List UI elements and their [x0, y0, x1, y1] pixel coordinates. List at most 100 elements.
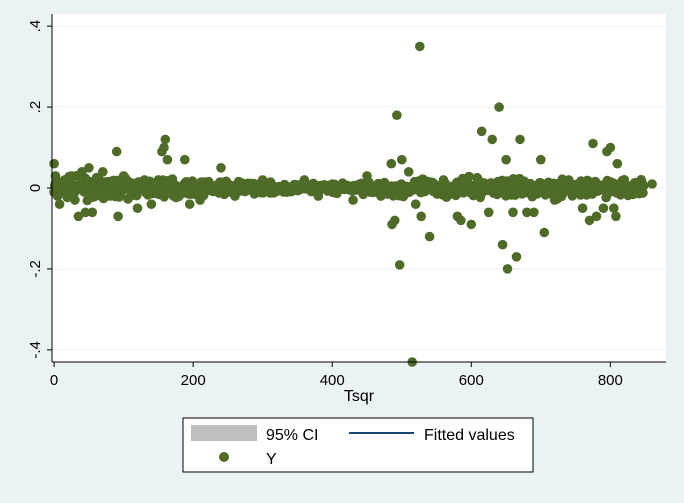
data-point: [598, 203, 609, 213]
data-point: [52, 191, 63, 201]
data-point: [327, 179, 338, 189]
x-axis-ticks: 0 200 400 600 800: [50, 362, 623, 389]
data-point: [424, 231, 435, 242]
data-point: [473, 175, 484, 185]
y-tick-label: .4: [27, 20, 44, 33]
data-point: [392, 110, 402, 120]
data-point: [180, 154, 190, 165]
x-tick-label: 0: [50, 372, 58, 389]
data-point: [502, 264, 513, 274]
data-point: [98, 167, 108, 177]
data-point: [403, 167, 414, 177]
data-point: [216, 163, 226, 173]
data-point: [195, 195, 205, 205]
data-point: [376, 191, 386, 201]
x-tick-label: 600: [459, 372, 484, 389]
data-point: [146, 199, 157, 209]
data-point: [397, 154, 407, 165]
data-point: [73, 211, 84, 222]
x-axis-title: Tsqr: [344, 388, 375, 405]
legend: 95% CI Fitted values Y: [182, 417, 534, 473]
data-point: [160, 134, 171, 145]
legend-swatch-ci: [191, 425, 257, 441]
data-point: [501, 154, 511, 165]
data-point: [348, 195, 358, 205]
y-tick-label: .2: [27, 101, 44, 114]
data-point: [230, 191, 240, 201]
data-point: [497, 239, 508, 250]
data-point: [139, 175, 150, 185]
data-point: [80, 207, 91, 218]
data-point: [299, 175, 310, 185]
legend-label-y: Y: [266, 451, 277, 468]
data-point: [362, 171, 372, 181]
data-point: [638, 188, 648, 198]
data-point: [515, 134, 525, 145]
data-point: [84, 163, 94, 173]
x-tick-label: 200: [181, 372, 206, 389]
y-tick-label: -.4: [27, 341, 44, 359]
data-point: [159, 142, 169, 153]
data-point: [394, 260, 405, 270]
data-point: [49, 158, 59, 169]
data-point: [605, 142, 616, 153]
data-point: [438, 175, 449, 185]
legend-label-ci: 95% CI: [266, 427, 318, 444]
data-point: [549, 195, 560, 205]
data-point: [111, 146, 122, 157]
data-point: [113, 211, 123, 222]
data-point: [511, 251, 522, 262]
data-point: [257, 175, 268, 185]
data-point: [577, 203, 588, 213]
x-tick-label: 400: [320, 372, 345, 389]
data-point: [494, 102, 504, 112]
data-point: [588, 138, 598, 149]
data-point: [410, 199, 421, 209]
y-tick-label: 0: [27, 184, 44, 192]
data-point: [647, 179, 657, 189]
data-point: [483, 207, 494, 218]
x-tick-label: 800: [598, 372, 623, 389]
data-point: [278, 187, 289, 197]
data-point: [584, 215, 595, 226]
data-point: [416, 211, 427, 222]
data-point: [529, 207, 539, 218]
data-point: [162, 154, 173, 165]
data-point: [70, 195, 80, 205]
data-point: [612, 158, 623, 169]
data-point: [563, 175, 574, 185]
data-point: [54, 199, 65, 209]
data-point: [611, 211, 621, 222]
data-point: [619, 175, 630, 185]
data-point: [464, 171, 474, 182]
data-point: [522, 207, 532, 218]
data-point: [539, 227, 550, 238]
data-points: [49, 41, 657, 367]
data-point: [476, 126, 487, 137]
data-point: [466, 219, 477, 230]
data-point: [50, 171, 61, 181]
y-tick-label: -.2: [27, 260, 44, 278]
data-point: [66, 171, 77, 181]
data-point: [456, 215, 466, 226]
data-point: [132, 203, 143, 213]
data-point: [118, 171, 129, 181]
data-point: [91, 191, 101, 201]
data-point: [386, 158, 397, 169]
data-point: [390, 215, 400, 226]
data-point: [536, 154, 546, 165]
y-axis-ticks: -.4 -.2 0 .2 .4: [27, 20, 52, 359]
data-point: [415, 41, 425, 52]
data-point: [167, 179, 178, 189]
data-point: [125, 191, 136, 201]
data-point: [87, 207, 98, 218]
data-point: [77, 167, 87, 177]
data-point: [313, 191, 324, 201]
legend-label-fitted: Fitted values: [424, 427, 515, 444]
data-point: [153, 175, 164, 185]
data-point: [59, 175, 70, 185]
data-point: [633, 179, 643, 189]
data-point: [63, 187, 73, 197]
